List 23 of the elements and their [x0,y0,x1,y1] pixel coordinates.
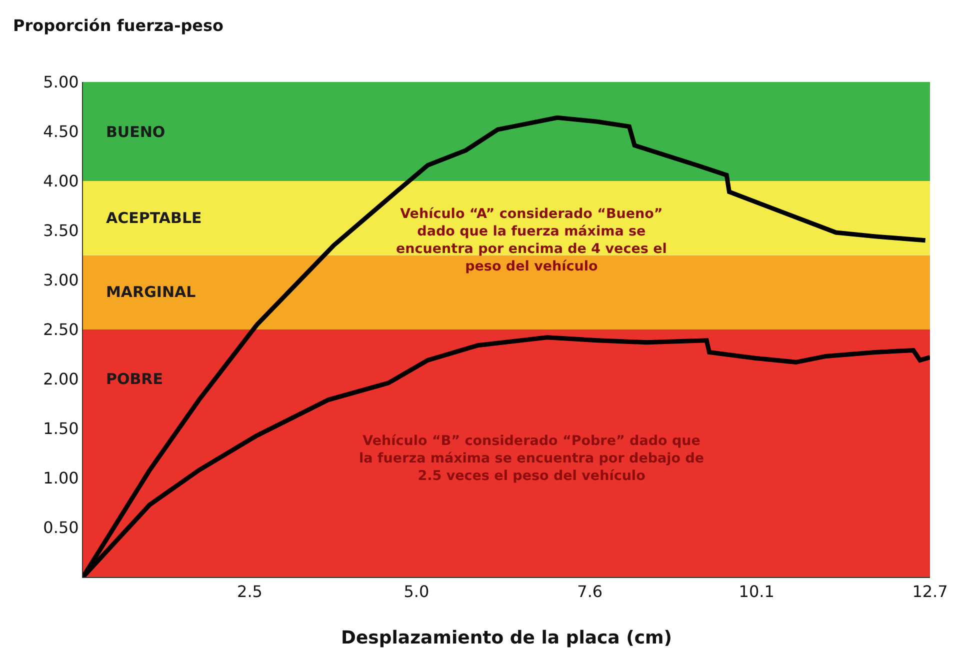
band-label: BUENO [106,123,166,141]
y-tick-label: 4.00 [43,172,79,191]
annotation: Vehículo “B” considerado “Pobre” dado que la fuerza máxima se encuentra por debajo de 2.5 veces el peso del vehículo [359,433,704,484]
band-label: MARGINAL [106,283,196,301]
x-tick-label: 2.5 [237,582,262,602]
x-tick-label: 5.0 [404,582,430,602]
y-tick-label: 4.50 [43,122,79,142]
band-label: ACEPTABLE [106,209,202,227]
y-axis-title: Proporción fuerza-peso [13,16,224,35]
annotation: Vehículo “A” considerado “Bueno” dado que la fuerza máxima se encuentra por encima de 4 veces el peso del vehículo [396,206,667,275]
y-tick-label: 2.50 [43,320,79,340]
y-tick-label: 1.50 [43,419,79,438]
y-tick-label: 1.00 [43,468,79,488]
x-tick-label: 12.7 [912,582,948,602]
y-tick-label: 0.50 [43,518,79,538]
x-tick-label: 10.1 [738,582,774,602]
y-tick-label: 5.00 [43,72,79,92]
y-tick-label: 3.50 [43,221,79,240]
y-tick-label: 3.00 [43,270,79,290]
y-tick-label: 2.00 [43,370,79,389]
band-label: POBRE [106,370,163,388]
x-axis-title: Desplazamiento de la placa (cm) [341,627,672,648]
x-tick-label: 7.6 [577,582,603,602]
